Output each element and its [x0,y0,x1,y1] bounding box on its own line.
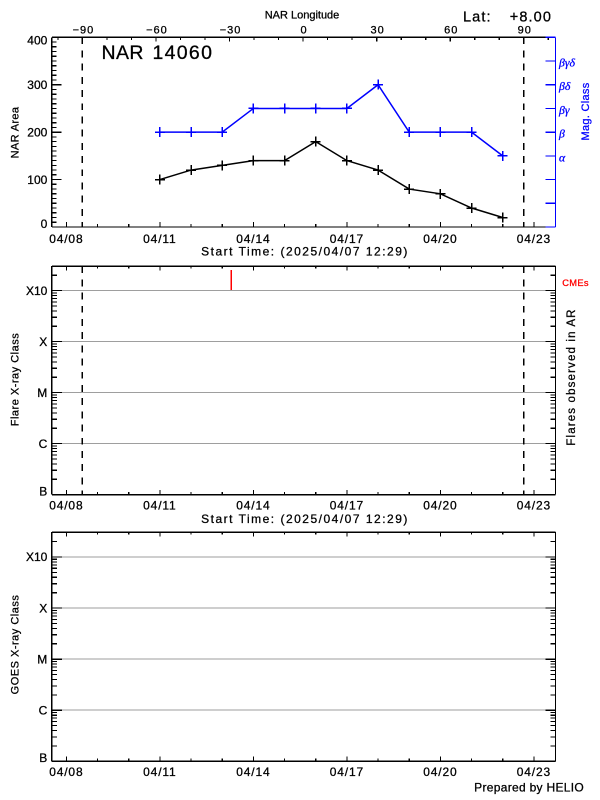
svg-text:04/14: 04/14 [236,232,270,246]
svg-text:04/20: 04/20 [423,498,457,512]
svg-text:30: 30 [371,24,385,36]
svg-text:60: 60 [444,24,458,36]
svg-text:04/11: 04/11 [143,498,176,512]
svg-text:C: C [39,703,48,717]
svg-text:Mag. Class: Mag. Class [580,82,592,140]
svg-text:04/08: 04/08 [49,498,83,512]
svg-text:04/08: 04/08 [49,765,83,779]
svg-text:−60: −60 [146,24,168,36]
svg-text:90: 90 [518,24,532,36]
svg-text:Start Time: (2025/04/07 12:29): Start Time: (2025/04/07 12:29) [201,244,409,258]
svg-text:+8.00: +8.00 [510,9,552,25]
svg-text:B: B [39,484,47,498]
svg-text:−30: −30 [220,24,242,36]
svg-text:14060: 14060 [153,42,214,64]
svg-text:Flares observed in AR: Flares observed in AR [566,308,578,445]
svg-text:X10: X10 [26,550,48,564]
svg-text:C: C [39,437,48,451]
svg-text:M: M [37,652,47,666]
svg-text:Lat:: Lat: [463,9,492,25]
svg-text:04/23: 04/23 [517,765,551,779]
svg-text:04/11: 04/11 [143,232,176,246]
svg-text:04/23: 04/23 [517,232,551,246]
svg-text:04/11: 04/11 [143,765,176,779]
svg-text:04/23: 04/23 [517,498,551,512]
svg-text:04/08: 04/08 [49,232,83,246]
svg-text:X: X [39,335,47,349]
svg-text:300: 300 [27,78,47,92]
svg-text:M: M [37,386,47,400]
svg-text:0: 0 [41,217,48,231]
svg-text:04/17: 04/17 [330,232,364,246]
svg-text:GOES X-ray Class: GOES X-ray Class [10,595,22,695]
svg-text:100: 100 [27,173,47,187]
svg-text:βδ: βδ [558,79,571,93]
svg-text:Start Time: (2025/04/07 12:29): Start Time: (2025/04/07 12:29) [201,512,409,526]
svg-text:04/14: 04/14 [236,765,270,779]
svg-text:400: 400 [27,34,47,48]
svg-text:200: 200 [27,125,47,139]
svg-text:X: X [39,601,47,615]
svg-text:NAR Longitude: NAR Longitude [265,10,340,22]
svg-text:0: 0 [301,24,308,36]
svg-text:NAR Area: NAR Area [10,106,22,158]
svg-text:α: α [559,150,566,164]
svg-text:04/20: 04/20 [423,765,457,779]
svg-text:04/14: 04/14 [236,498,270,512]
svg-text:B: B [39,751,47,765]
svg-text:X10: X10 [26,284,48,298]
svg-text:04/20: 04/20 [423,232,457,246]
svg-text:04/17: 04/17 [330,765,364,779]
svg-text:Prepared by HELIO: Prepared by HELIO [474,781,584,795]
svg-text:−90: −90 [73,24,95,36]
svg-text:βγ: βγ [558,103,570,117]
svg-text:β: β [558,127,565,141]
svg-text:CMEs: CMEs [562,278,589,288]
svg-text:βγδ: βγδ [558,55,576,69]
svg-text:Flare X-ray Class: Flare X-ray Class [10,333,22,426]
svg-text:NAR: NAR [102,42,144,64]
svg-text:04/17: 04/17 [330,498,364,512]
